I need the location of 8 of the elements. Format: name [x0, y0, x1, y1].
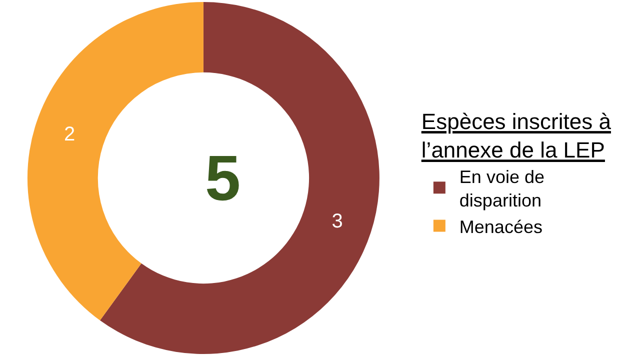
donut-slice	[100, 2, 380, 354]
donut-slice	[28, 2, 204, 320]
text: 5	[205, 142, 241, 214]
legend-label: Menacées	[459, 216, 542, 237]
legend-label: En voie de disparition	[459, 166, 544, 210]
data-label: 2	[64, 123, 76, 146]
legend-title: Espèces inscrites à l’annexe de la LEP	[421, 109, 612, 163]
data-label: 3	[332, 210, 343, 233]
